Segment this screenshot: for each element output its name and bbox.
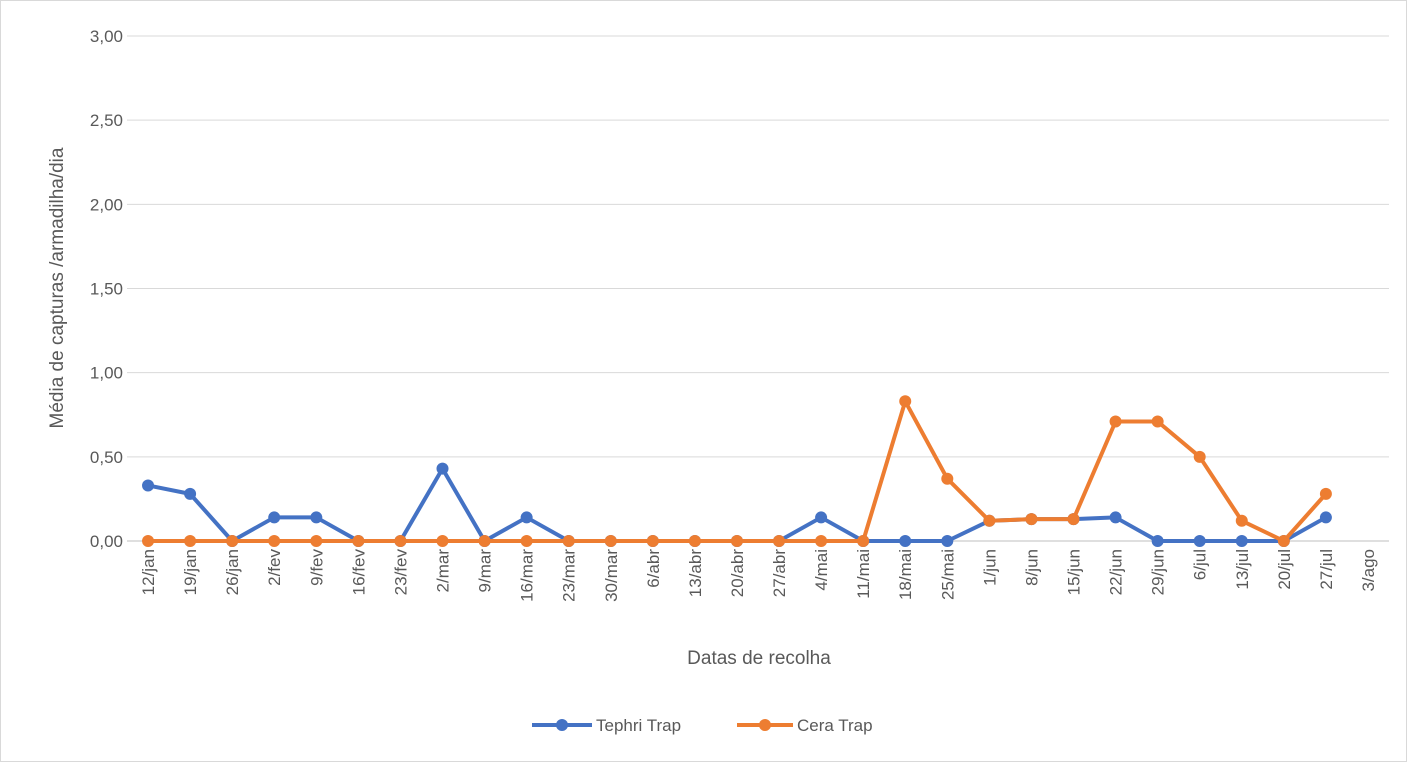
- y-tick-label: 2,00: [90, 195, 123, 214]
- data-point: [1025, 513, 1037, 525]
- data-point: [268, 511, 280, 523]
- data-point: [142, 535, 154, 547]
- legend-label: Cera Trap: [797, 716, 873, 735]
- data-point: [1236, 515, 1248, 527]
- data-point: [521, 511, 533, 523]
- data-point: [857, 535, 869, 547]
- x-tick-label: 20/abr: [728, 549, 747, 598]
- x-tick-label: 6/abr: [644, 549, 663, 588]
- data-point: [394, 535, 406, 547]
- y-tick-label: 0,00: [90, 532, 123, 551]
- legend-label: Tephri Trap: [596, 716, 681, 735]
- legend-swatch-marker: [759, 719, 771, 731]
- x-tick-label: 23/mar: [560, 549, 579, 602]
- x-tick-label: 16/fev: [349, 549, 368, 596]
- x-tick-label: 12/jan: [139, 549, 158, 595]
- data-point: [899, 395, 911, 407]
- x-tick-label: 20/jul: [1275, 549, 1294, 590]
- x-axis-ticks: 12/jan 19/jan 26/jan 2/fev 9/fev 16/fev 23/fev…: [139, 549, 1378, 602]
- x-tick-label: 27/abr: [770, 549, 789, 598]
- data-point: [1320, 511, 1332, 523]
- x-tick-label: 3/ago: [1359, 549, 1378, 592]
- x-tick-label: 23/fev: [391, 549, 410, 596]
- data-point: [941, 535, 953, 547]
- data-point: [689, 535, 701, 547]
- y-tick-label: 0,50: [90, 448, 123, 467]
- x-tick-label: 8/jun: [1022, 549, 1041, 586]
- data-point: [815, 511, 827, 523]
- data-point: [479, 535, 491, 547]
- data-point: [647, 535, 659, 547]
- x-axis-title: Datas de recolha: [687, 648, 831, 669]
- x-tick-label: 26/jan: [223, 549, 242, 595]
- data-point: [1110, 415, 1122, 427]
- x-tick-label: 22/jun: [1107, 549, 1126, 595]
- x-tick-label: 25/mai: [938, 549, 957, 600]
- data-point: [1320, 488, 1332, 500]
- x-tick-label: 29/jun: [1149, 549, 1168, 595]
- data-point: [773, 535, 785, 547]
- data-point: [1110, 511, 1122, 523]
- data-point: [1278, 535, 1290, 547]
- data-point: [521, 535, 533, 547]
- data-point: [437, 535, 449, 547]
- data-point: [1152, 535, 1164, 547]
- x-tick-label: 2/fev: [265, 549, 284, 586]
- x-tick-label: 9/fev: [307, 549, 326, 586]
- x-tick-label: 13/jul: [1233, 549, 1252, 590]
- x-tick-label: 11/mai: [854, 549, 873, 599]
- data-point: [1152, 415, 1164, 427]
- x-tick-label: 16/mar: [518, 549, 537, 602]
- data-point: [563, 535, 575, 547]
- x-tick-label: 13/abr: [686, 549, 705, 598]
- data-point: [1236, 535, 1248, 547]
- y-axis-title: Média de capturas /armadilha/dia: [47, 147, 68, 428]
- legend: Tephri Trap Cera Trap: [532, 716, 873, 735]
- data-point: [268, 535, 280, 547]
- y-tick-label: 3,00: [90, 27, 123, 46]
- data-point: [184, 488, 196, 500]
- x-tick-label: 4/mai: [812, 549, 831, 591]
- data-point: [731, 535, 743, 547]
- y-tick-label: 2,50: [90, 111, 123, 130]
- x-tick-label: 6/jul: [1191, 549, 1210, 580]
- x-tick-label: 9/mar: [476, 549, 495, 593]
- x-tick-label: 2/mar: [434, 549, 453, 593]
- data-point: [605, 535, 617, 547]
- data-point: [899, 535, 911, 547]
- data-point: [142, 479, 154, 491]
- x-tick-label: 1/jun: [980, 549, 999, 586]
- y-axis-ticks: 0,00 0,50 1,00 1,50 2,00 2,50 3,00: [90, 27, 123, 551]
- legend-swatch-marker: [556, 719, 568, 731]
- data-point: [1194, 535, 1206, 547]
- series-group: [142, 395, 1332, 547]
- x-tick-label: 30/mar: [602, 549, 621, 602]
- x-tick-label: 19/jan: [181, 549, 200, 595]
- data-point: [815, 535, 827, 547]
- data-point: [310, 511, 322, 523]
- data-point: [983, 515, 995, 527]
- data-point: [184, 535, 196, 547]
- data-point: [1068, 513, 1080, 525]
- data-point: [226, 535, 238, 547]
- data-point: [310, 535, 322, 547]
- gridlines: [127, 36, 1389, 541]
- data-point: [1194, 451, 1206, 463]
- x-tick-label: 15/jun: [1065, 549, 1084, 595]
- data-point: [352, 535, 364, 547]
- x-tick-label: 18/mai: [896, 549, 915, 600]
- x-tick-label: 27/jul: [1317, 549, 1336, 590]
- series-line: [148, 469, 1326, 541]
- data-point: [941, 473, 953, 485]
- data-point: [437, 463, 449, 475]
- y-tick-label: 1,50: [90, 280, 123, 299]
- y-tick-label: 1,00: [90, 364, 123, 383]
